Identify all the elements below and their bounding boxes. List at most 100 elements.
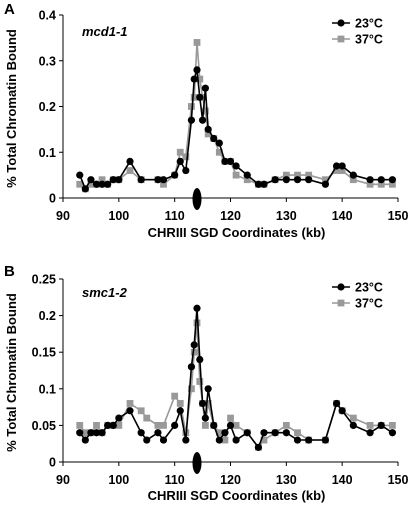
data-point — [271, 429, 279, 437]
data-point — [196, 355, 204, 364]
data-point — [215, 148, 223, 156]
x-tick-label: 90 — [56, 473, 70, 487]
legend-label: 37°C — [355, 33, 383, 47]
data-point — [193, 66, 201, 74]
data-point — [260, 436, 268, 444]
data-point — [87, 429, 95, 437]
data-point — [332, 399, 341, 408]
y-tick-label: 0.3 — [39, 54, 56, 68]
data-point — [349, 421, 357, 429]
data-point — [143, 436, 151, 444]
data-point — [104, 180, 112, 188]
data-point — [210, 421, 218, 429]
data-point — [254, 180, 263, 188]
data-point — [294, 429, 301, 437]
data-point — [243, 429, 251, 437]
data-point — [198, 399, 207, 408]
y-tick-label: 0 — [49, 192, 56, 206]
data-point — [126, 400, 134, 407]
y-tick-label: 0.15 — [32, 346, 56, 360]
y-tick-label: 0.1 — [39, 146, 56, 160]
data-point — [76, 422, 84, 429]
data-point — [187, 116, 196, 124]
data-point — [193, 39, 201, 46]
data-point — [126, 407, 134, 415]
data-point — [190, 93, 198, 101]
data-point — [171, 171, 179, 179]
data-point — [193, 304, 201, 312]
data-point — [221, 429, 229, 437]
data-point — [349, 414, 357, 422]
data-point — [201, 107, 209, 115]
data-point — [76, 171, 84, 179]
x-tick-label: 90 — [56, 209, 70, 223]
data-point — [76, 180, 84, 188]
data-point — [282, 422, 290, 429]
data-point — [81, 185, 89, 193]
data-point — [115, 176, 123, 184]
data-point — [366, 429, 374, 437]
data-point — [388, 429, 397, 437]
data-point — [92, 180, 101, 188]
data-point — [260, 429, 268, 437]
x-tick-label: 100 — [108, 209, 129, 223]
data-point — [282, 429, 290, 437]
data-point — [321, 436, 330, 444]
panel-letter: A — [4, 1, 15, 18]
data-point — [137, 407, 145, 415]
data-point — [176, 407, 184, 415]
data-point — [338, 167, 346, 174]
data-point — [366, 176, 374, 184]
data-point — [93, 422, 100, 429]
data-point — [201, 414, 209, 422]
data-point — [81, 436, 89, 444]
data-point — [366, 422, 374, 429]
panel-a: A 0 0.1 0.2 0.3 0.4 90 100 110 120 130 140 150 CHRIII… — [4, 1, 408, 240]
data-point — [81, 429, 89, 437]
x-tick-label: 130 — [276, 209, 297, 223]
legend-marker — [337, 35, 345, 43]
data-point — [109, 176, 117, 184]
data-point — [126, 157, 134, 165]
data-point — [204, 385, 212, 393]
data-point — [171, 421, 179, 429]
data-point — [190, 348, 198, 356]
centromere-marker — [192, 452, 202, 474]
data-point — [154, 422, 162, 429]
data-point — [126, 167, 134, 174]
x-tick-label: 110 — [165, 473, 185, 487]
data-point — [115, 422, 123, 429]
data-point — [143, 414, 151, 422]
data-point — [159, 176, 168, 184]
data-point — [160, 422, 167, 429]
data-point — [196, 93, 204, 101]
data-point — [160, 180, 167, 188]
legend-marker — [337, 299, 345, 307]
data-point — [196, 378, 204, 385]
x-axis-label: CHRIII SGD Coordinates (kb) — [148, 225, 326, 240]
data-point — [332, 162, 341, 170]
data-point — [188, 385, 195, 393]
data-point — [293, 176, 302, 184]
data-point — [109, 421, 117, 429]
data-point — [388, 176, 397, 184]
data-point — [187, 363, 196, 371]
data-point — [305, 436, 313, 444]
x-tick-label: 120 — [220, 473, 241, 487]
y-tick-label: 0.25 — [32, 273, 56, 287]
legend-marker — [337, 283, 345, 291]
data-point — [377, 180, 385, 188]
data-point — [232, 436, 240, 444]
data-point — [294, 171, 301, 179]
data-point — [349, 171, 357, 179]
x-tick-label: 140 — [332, 473, 353, 487]
data-point — [171, 392, 179, 400]
data-point — [305, 171, 313, 179]
y-axis-label: % Total Chromatin Bound — [4, 293, 19, 452]
x-axis-label: CHRIII SGD Coordinates (kb) — [148, 488, 326, 503]
data-point — [215, 436, 223, 444]
centromere-marker — [192, 188, 202, 210]
data-point — [201, 84, 209, 92]
data-point — [196, 75, 204, 83]
